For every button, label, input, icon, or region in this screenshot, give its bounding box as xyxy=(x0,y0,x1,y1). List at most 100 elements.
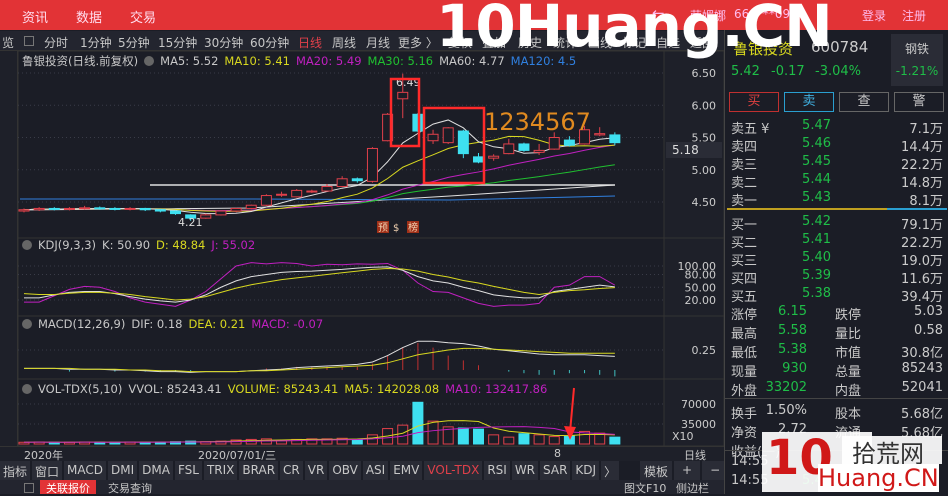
candle-down xyxy=(457,130,469,155)
alert-button[interactable]: 警 xyxy=(894,92,944,112)
bid-row[interactable]: 买三 5.40 19.0万 xyxy=(731,250,943,269)
related-quote-button[interactable]: 关联报价 xyxy=(40,480,96,495)
chevron-down-icon[interactable] xyxy=(22,319,32,329)
indicator-tab[interactable]: VR xyxy=(304,461,328,480)
chevron-down-icon[interactable] xyxy=(22,240,32,250)
candle-down xyxy=(109,207,121,210)
indicator-tab[interactable]: BRAR xyxy=(239,461,279,480)
period-daily-active[interactable]: 日线 xyxy=(298,36,323,50)
stat-row[interactable]: 最高 5.58 量比 0.58 xyxy=(731,323,943,342)
tool-8[interactable]: 返回 xyxy=(690,36,715,50)
ask-row[interactable]: 卖五 ¥ 5.47 7.1万 xyxy=(731,118,943,137)
period-4[interactable]: 15分钟 xyxy=(158,36,198,50)
candle-down xyxy=(48,207,60,210)
tick-row[interactable]: 14:55 xyxy=(731,454,943,470)
indicator-tab[interactable]: 〉 xyxy=(601,461,620,480)
sector-box[interactable]: 钢铁 -1.21% xyxy=(891,34,943,86)
trade-query-button[interactable]: 交易查询 xyxy=(108,482,152,495)
indicator-tab[interactable]: ASI xyxy=(362,461,389,480)
period-9[interactable]: 月线 xyxy=(366,36,391,50)
tool-7[interactable]: 自选 xyxy=(656,36,681,50)
indicator-tab[interactable]: FSL xyxy=(174,461,202,480)
indicator-tab[interactable]: CR xyxy=(280,461,303,480)
stat-row[interactable]: 现量 930 总量 85243 xyxy=(731,361,943,380)
indicator-tab[interactable]: KDJ xyxy=(572,461,600,480)
stat-row[interactable]: 换手 1.50% 股本 5.68亿 xyxy=(731,403,943,422)
ma5-line xyxy=(23,119,615,215)
ask-row[interactable]: 卖二 5.44 14.8万 xyxy=(731,172,943,191)
nav-trade[interactable]: 交易 xyxy=(130,11,157,26)
indicator-tab[interactable]: WR xyxy=(511,461,539,480)
bid-row[interactable]: 买五 5.38 39.4万 xyxy=(731,286,943,305)
indicator-tab[interactable]: OBV xyxy=(329,461,361,480)
tool-1[interactable]: 复权 xyxy=(448,36,473,50)
indicator-tab[interactable]: VOL-TDX xyxy=(424,461,483,480)
sector-name: 钢铁 xyxy=(904,42,929,56)
indicator-tab[interactable]: MACD xyxy=(64,461,107,480)
nav-news[interactable]: 资讯 xyxy=(22,11,49,26)
tool-3[interactable]: 历史 xyxy=(518,36,543,50)
stat-label: 市值 xyxy=(835,346,862,361)
period-8[interactable]: 周线 xyxy=(332,36,357,50)
tool-2[interactable]: 叠加 xyxy=(482,36,507,50)
volume-bar xyxy=(533,434,545,445)
indicator-tab[interactable]: 窗口 xyxy=(32,461,63,480)
template-button[interactable]: 模板 xyxy=(640,461,673,480)
bid-row[interactable]: 买四 5.39 11.6万 xyxy=(731,268,943,287)
volume-bar xyxy=(473,428,484,445)
level-volume: 22.2万 xyxy=(901,236,943,251)
panel-toggle-icon[interactable] xyxy=(24,36,34,46)
indicator-tab[interactable]: SAR xyxy=(540,461,571,480)
tool-4[interactable]: 统计 xyxy=(553,36,578,50)
overview-button[interactable]: 览 xyxy=(2,36,15,50)
period-5[interactable]: 30分钟 xyxy=(204,36,244,50)
stat-row[interactable]: 最低 5.38 市值 30.8亿 xyxy=(731,342,943,361)
macd-legend: MACD(12,26,9) DIF: 0.18 DEA: 0.21 MACD: -0.… xyxy=(22,317,329,331)
chart-area[interactable]: 6.50 6.00 5.50 5.00 4.50 100.0080.0050.0020.0… xyxy=(0,0,724,494)
login-link[interactable]: 登录 xyxy=(862,9,887,23)
user-name[interactable]: 荣媚娜 xyxy=(690,9,727,23)
stat-row[interactable]: 涨停 6.15 跌停 5.03 xyxy=(731,304,943,323)
bid-row[interactable]: 买一 5.42 79.1万 xyxy=(731,214,943,233)
period-6[interactable]: 60分钟 xyxy=(250,36,290,50)
checkbox[interactable] xyxy=(24,483,34,493)
quote-panel: 鲁银投资 600784 钢铁 -1.21% 5.42 -0.17 -3.04% … xyxy=(724,30,948,494)
period-1[interactable]: 分时 xyxy=(44,36,69,50)
settings-icon[interactable] xyxy=(144,56,155,66)
tool-5[interactable]: 画线 xyxy=(588,36,613,50)
chevron-down-icon[interactable] xyxy=(22,384,32,394)
buy-button[interactable]: 买 xyxy=(729,92,779,112)
bid-row[interactable]: 买二 5.41 22.2万 xyxy=(731,232,943,251)
ask-row[interactable]: 卖一 5.43 8.1万 xyxy=(731,190,943,209)
volume-bar xyxy=(442,426,454,445)
arrow-left-icon[interactable]: ← xyxy=(652,4,665,22)
period-more[interactable]: 更多 〉 xyxy=(398,36,438,50)
indicator-tab[interactable]: DMI xyxy=(108,461,138,480)
indicator-tab[interactable]: EMV xyxy=(390,461,423,480)
query-button[interactable]: 查 xyxy=(839,92,889,112)
register-link[interactable]: 注册 xyxy=(902,9,927,23)
period-3[interactable]: 5分钟 xyxy=(118,36,150,50)
sell-button[interactable]: 卖 xyxy=(784,92,834,112)
macd-tick: 0.25 xyxy=(692,344,717,357)
vol-vvol: VVOL: 85243.41 xyxy=(128,382,222,396)
indicator-tab[interactable]: TRIX xyxy=(203,461,238,480)
ask-row[interactable]: 卖四 5.46 14.4万 xyxy=(731,136,943,155)
period-2[interactable]: 1分钟 xyxy=(80,36,112,50)
zoom-in-button[interactable]: + xyxy=(674,461,701,480)
f10-button[interactable]: 图文F10 xyxy=(624,482,667,495)
account-id[interactable]: 666***093 xyxy=(734,7,798,21)
stat-row[interactable]: 外盘 33202 内盘 52041 xyxy=(731,380,943,399)
indicator-tab[interactable]: 指标 xyxy=(0,461,31,480)
sidebar-button[interactable]: 侧边栏 xyxy=(676,482,709,495)
ask-row[interactable]: 卖三 5.45 22.2万 xyxy=(731,154,943,173)
indicator-tab[interactable]: RSI xyxy=(484,461,510,480)
badge-bg xyxy=(392,221,404,233)
volume-bar xyxy=(427,420,439,445)
nav-data[interactable]: 数据 xyxy=(76,11,103,26)
indicator-tab[interactable]: DMA xyxy=(139,461,173,480)
level-label: 卖一 xyxy=(731,194,758,209)
level-label: 买五 xyxy=(731,290,758,305)
tool-6[interactable]: 标记 xyxy=(622,36,647,50)
zoom-out-button[interactable]: − xyxy=(702,461,729,480)
